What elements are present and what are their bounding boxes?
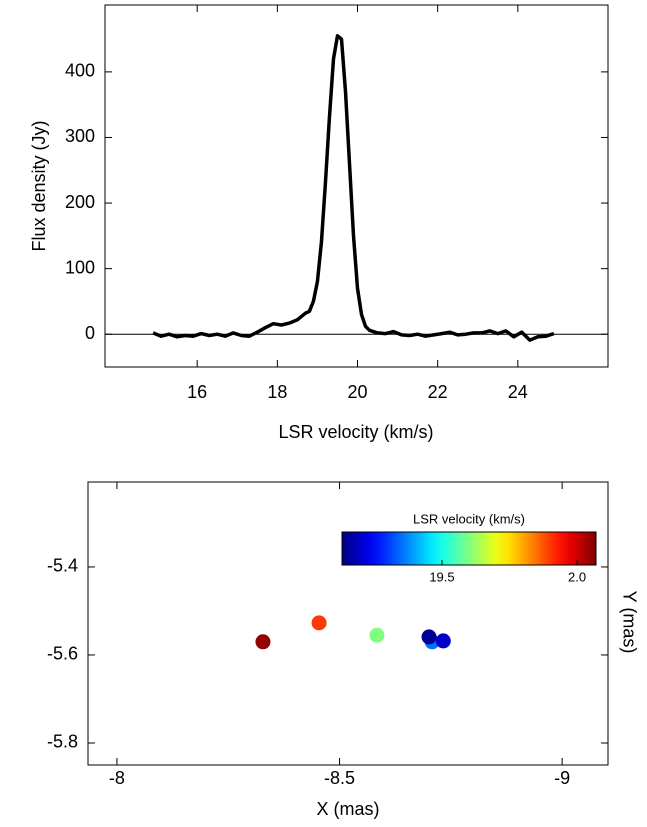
x-tick-label: 18 [267,382,287,402]
y-tick-label: 300 [65,126,95,146]
spot [255,634,271,650]
spot [421,629,437,645]
x-tick-label: -8 [109,768,125,788]
x-tick-label: 22 [428,382,448,402]
y-axis-label: Flux density (Jy) [29,120,49,251]
plot-frame [87,481,609,766]
y-tick-label: -5.8 [47,732,78,752]
colorbar-label: LSR velocity (km/s) [413,511,525,526]
spot [369,627,385,643]
plot-frame [104,4,609,368]
colorbar [341,531,597,566]
x-axis-label: LSR velocity (km/s) [278,422,433,442]
x-tick-label: 16 [187,382,207,402]
spectrum-line [152,34,555,342]
x-axis-label: X (mas) [317,799,380,819]
y-tick-label: 400 [65,61,95,81]
x-tick-label: 20 [347,382,367,402]
y-axis-label: Y (mas) [619,591,639,654]
y-tick-label: -5.6 [47,644,78,664]
x-tick-label: -8.5 [324,768,355,788]
y-tick-label: 100 [65,257,95,277]
colorbar-tick-label: 2.0 [568,569,586,584]
colorbar-tick-label: 19.5 [429,569,454,584]
spot [435,633,451,649]
y-tick-label: 200 [65,192,95,212]
x-tick-label: 24 [508,382,528,402]
spot [311,615,327,631]
y-tick-label: 0 [85,323,95,343]
y-tick-label: -5.4 [47,556,78,576]
x-tick-label: -9 [554,768,570,788]
